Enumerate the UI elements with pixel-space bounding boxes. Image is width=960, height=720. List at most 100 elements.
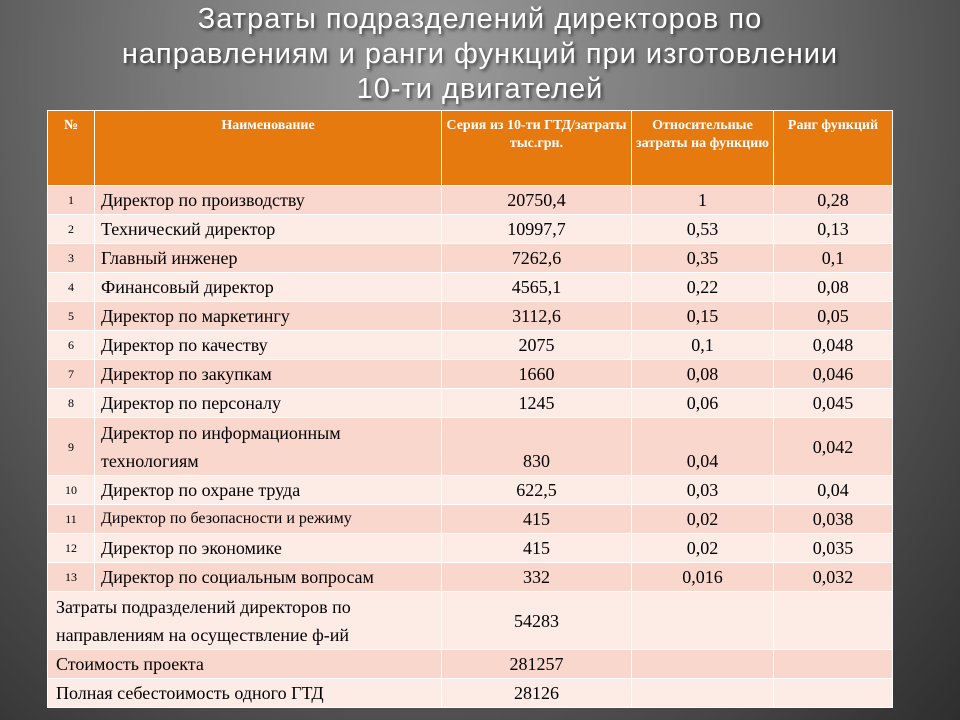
summary-row: Стоимость проекта 281257 [47,649,893,679]
table-row: 1 Директор по производству 20750,4 1 0,2… [47,185,893,215]
table-row: 12 Директор по экономике 415 0,02 0,035 [47,533,893,563]
row-relative-cost: 0,1 [631,330,774,360]
table-row: 5 Директор по маркетингу 3112,6 0,15 0,0… [47,301,893,331]
row-cost: 415 [441,504,632,534]
table-row: 7 Директор по закупкам 1660 0,08 0,046 [47,359,893,389]
row-rank: 0,042 [773,417,893,476]
summary-label: Затраты подразделений директоров по напр… [47,591,442,650]
row-rank: 0,045 [773,388,893,418]
empty-cell [631,649,774,679]
row-number: 12 [47,533,95,563]
row-rank: 0,04 [773,475,893,505]
row-cost: 622,5 [441,475,632,505]
row-cost: 1245 [441,388,632,418]
slide-title-line-1: Затраты подразделений директоров по [197,3,763,35]
table-row: 8 Директор по персоналу 1245 0,06 0,045 [47,388,893,418]
row-relative-cost: 0,06 [631,388,774,418]
table-row: 3 Главный инженер 7262,6 0,35 0,1 [47,243,893,273]
table-row: 13 Директор по социальным вопросам 332 0… [47,562,893,592]
row-relative-cost: 0,15 [631,301,774,331]
row-cost: 332 [441,562,632,592]
row-name: Директор по информационным технологиям [94,417,442,476]
empty-cell [773,678,893,708]
row-number: 2 [47,214,95,244]
row-rank: 0,08 [773,272,893,302]
row-name: Директор по экономике [94,533,442,563]
row-cost: 7262,6 [441,243,632,273]
row-rank: 0,05 [773,301,893,331]
row-relative-cost: 1 [631,185,774,215]
row-name: Директор по персоналу [94,388,442,418]
row-cost: 20750,4 [441,185,632,215]
row-relative-cost: 0,35 [631,243,774,273]
row-number: 4 [47,272,95,302]
row-relative-cost: 0,53 [631,214,774,244]
row-cost: 4565,1 [441,272,632,302]
row-rank: 0,13 [773,214,893,244]
row-relative-cost: 0,22 [631,272,774,302]
summary-value: 54283 [441,591,632,650]
table-header-row: № Наименование Серия из 10-ти ГТД/затрат… [47,110,893,186]
header-number: № [47,110,95,186]
row-rank: 0,1 [773,243,893,273]
slide-title-line-3: 10-ти двигателей [356,73,604,105]
row-number: 8 [47,388,95,418]
row-relative-cost: 0,016 [631,562,774,592]
row-name: Директор по безопасности и режиму [94,504,442,534]
row-rank: 0,032 [773,562,893,592]
summary-row: Затраты подразделений директоров по напр… [47,591,893,650]
empty-cell [631,591,774,650]
row-number: 7 [47,359,95,389]
table-row: 4 Финансовый директор 4565,1 0,22 0,08 [47,272,893,302]
slide-title: Затраты подразделений директоров по напр… [40,2,920,107]
row-rank: 0,046 [773,359,893,389]
row-number: 13 [47,562,95,592]
table-row: 6 Директор по качеству 2075 0,1 0,048 [47,330,893,360]
header-relative-cost: Относительные затраты на функцию [631,110,774,186]
row-rank: 0,048 [773,330,893,360]
row-name: Директор по охране труда [94,475,442,505]
row-name: Директор по закупкам [94,359,442,389]
summary-row: Полная себестоимость одного ГТД 28126 [47,678,893,708]
row-cost: 10997,7 [441,214,632,244]
row-rank: 0,035 [773,533,893,563]
row-cost: 2075 [441,330,632,360]
table-row: 9 Директор по информационным технологиям… [47,417,893,476]
header-name: Наименование [94,110,442,186]
slide-title-line-2: направлениям и ранги функций при изготов… [121,38,839,70]
row-name: Директор по качеству [94,330,442,360]
row-number: 9 [47,417,95,476]
row-name: Директор по социальным вопросам [94,562,442,592]
table-row: 11 Директор по безопасности и режиму 415… [47,504,893,534]
summary-value: 28126 [441,678,632,708]
row-rank: 0,038 [773,504,893,534]
row-name: Директор по производству [94,185,442,215]
row-relative-cost: 0,08 [631,359,774,389]
row-name: Главный инженер [94,243,442,273]
row-number: 11 [47,504,95,534]
empty-cell [773,649,893,679]
row-relative-cost: 0,03 [631,475,774,505]
row-name: Директор по маркетингу [94,301,442,331]
table-row: 2 Технический директор 10997,7 0,53 0,13 [47,214,893,244]
table-row: 10 Директор по охране труда 622,5 0,03 0… [47,475,893,505]
row-name: Финансовый директор [94,272,442,302]
row-number: 6 [47,330,95,360]
row-name: Технический директор [94,214,442,244]
row-relative-cost: 0,04 [631,417,774,476]
summary-label: Полная себестоимость одного ГТД [47,678,442,708]
row-cost: 1660 [441,359,632,389]
summary-label: Стоимость проекта [47,649,442,679]
row-number: 5 [47,301,95,331]
header-rank: Ранг функций [773,110,893,186]
empty-cell [773,591,893,650]
row-cost: 415 [441,533,632,563]
row-rank: 0,28 [773,185,893,215]
row-number: 10 [47,475,95,505]
empty-cell [631,678,774,708]
header-cost: Серия из 10-ти ГТД/затраты тыс.грн. [441,110,632,186]
row-relative-cost: 0,02 [631,504,774,534]
cost-table: № Наименование Серия из 10-ти ГТД/затрат… [47,110,893,708]
row-cost: 3112,6 [441,301,632,331]
summary-value: 281257 [441,649,632,679]
